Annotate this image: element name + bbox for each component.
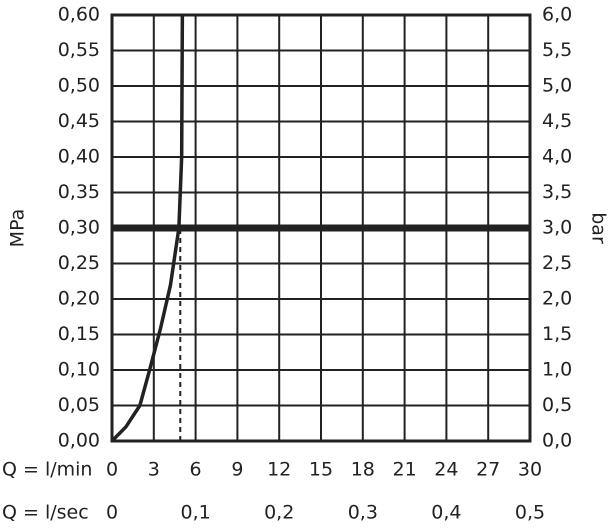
y2-tick-label: 4,0: [542, 146, 572, 168]
y-tick-label: 0,30: [58, 217, 100, 239]
y-tick-label: 0,50: [58, 75, 100, 97]
x2-tick-label: 0,2: [264, 502, 294, 524]
curve: [110, 14, 185, 443]
x2-tick-label: 0: [106, 502, 118, 524]
y-tick-label: 0,35: [58, 181, 100, 203]
y-tick-label: 0,45: [58, 110, 100, 132]
x-axis-label: Q = l/min: [2, 459, 92, 481]
x-tick-label: 6: [190, 459, 202, 481]
y2-tick-label: 3,5: [542, 181, 572, 203]
x-tick-label: 18: [351, 459, 375, 481]
y2-tick-label: 2,5: [542, 252, 572, 274]
x-tick-label: 21: [393, 459, 417, 481]
y-axis-label: MPa: [7, 209, 29, 248]
y-tick-label: 0,55: [58, 39, 100, 61]
y2-tick-label: 0,5: [542, 394, 572, 416]
y-tick-label: 0,60: [58, 4, 100, 26]
y2-tick-label: 1,5: [542, 323, 572, 345]
y-tick-label: 0,00: [58, 430, 100, 452]
y-tick-label: 0,15: [58, 323, 100, 345]
x-tick-label: 9: [231, 459, 243, 481]
y-tick-label: 0,25: [58, 252, 100, 274]
y2-tick-label: 0,0: [542, 430, 572, 452]
y2-tick-label: 1,0: [542, 359, 572, 381]
y2-axis-label: bar: [588, 212, 610, 244]
y2-tick-label: 3,0: [542, 217, 572, 239]
x-tick-label: 15: [309, 459, 333, 481]
x2-axis-label: Q = l/sec: [2, 502, 89, 524]
x-tick-label: 24: [434, 459, 458, 481]
x-tick-label: 12: [267, 459, 291, 481]
x2-tick-label: 0,1: [180, 502, 210, 524]
y2-tick-label: 5,0: [542, 75, 572, 97]
y-tick-label: 0,10: [58, 359, 100, 381]
x-tick-label: 30: [518, 459, 542, 481]
x2-tick-label: 0,4: [431, 502, 461, 524]
x2-tick-label: 0,5: [515, 502, 545, 524]
y2-tick-label: 6,0: [542, 4, 572, 26]
y-tick-label: 0,20: [58, 288, 100, 310]
x-tick-label: 27: [476, 459, 500, 481]
y2-tick-label: 4,5: [542, 110, 572, 132]
y2-tick-label: 2,0: [542, 288, 572, 310]
x2-tick-label: 0,3: [348, 502, 378, 524]
y-tick-label: 0,40: [58, 146, 100, 168]
y2-tick-label: 5,5: [542, 39, 572, 61]
y-tick-label: 0,05: [58, 394, 100, 416]
x-tick-label: 0: [106, 459, 118, 481]
x-tick-label: 3: [148, 459, 160, 481]
